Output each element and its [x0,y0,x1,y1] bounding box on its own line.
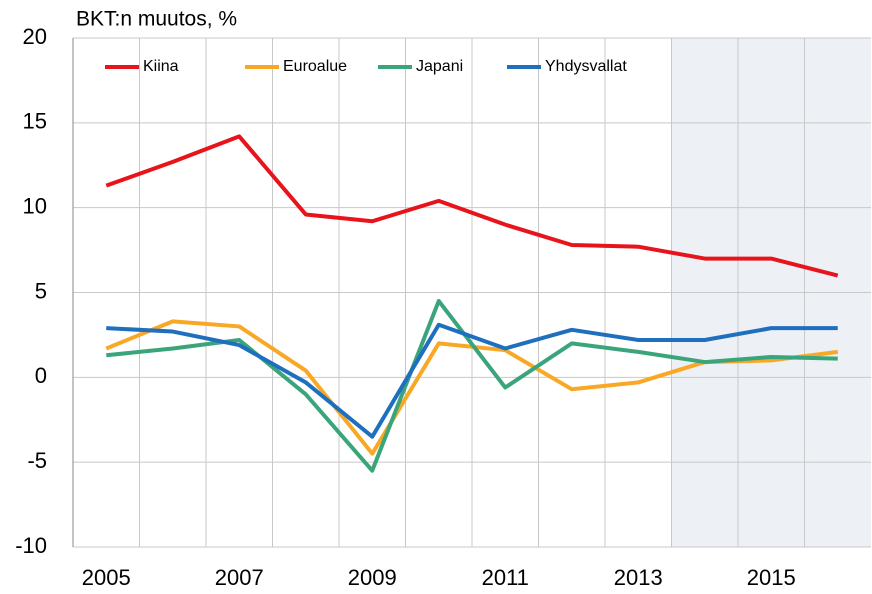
chart-title: BKT:n muutos, % [76,8,237,31]
x-tick-label: 2007 [215,565,264,590]
y-tick-label: -5 [27,448,47,473]
y-tick-label: 0 [35,363,47,388]
x-tick-label: 2011 [482,565,529,590]
legend-label: Yhdysvallat [545,58,627,75]
legend-label: Euroalue [283,58,347,75]
legend-label: Japani [416,58,463,75]
y-tick-label: 20 [23,24,47,49]
x-tick-label: 2009 [348,565,397,590]
legend-label: Kiina [143,58,179,75]
y-tick-label: 5 [35,278,47,303]
x-tick-label: 2013 [614,565,663,590]
series-line [106,322,838,439]
y-tick-label: 15 [23,109,47,134]
y-tick-label: -10 [15,533,47,558]
x-tick-label: 2005 [82,565,131,590]
y-tick-label: 10 [23,193,47,218]
series-line [105,134,839,278]
x-tick-label: 2015 [747,565,796,590]
